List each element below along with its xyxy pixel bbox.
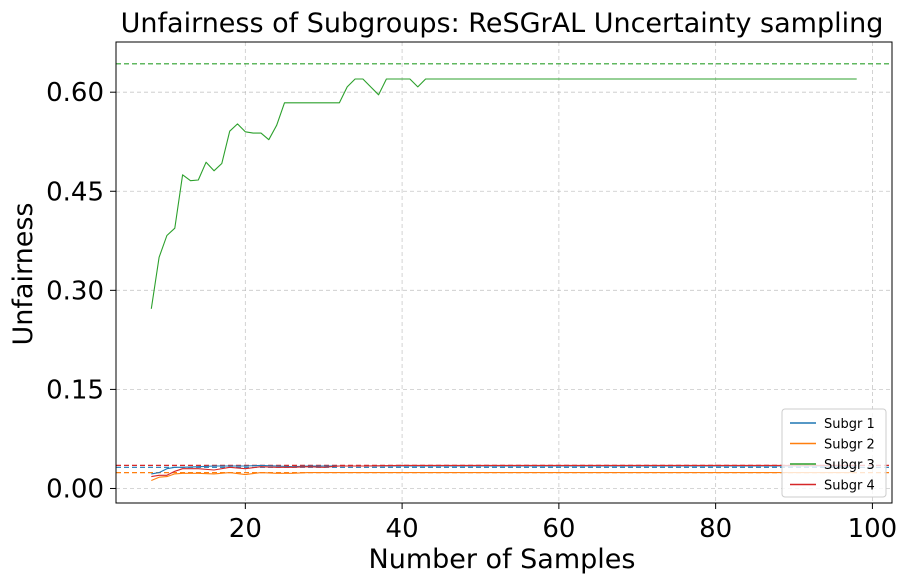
series-line (151, 464, 857, 478)
grid (116, 42, 892, 503)
x-tick-label: 20 (229, 514, 262, 544)
y-tick-label: 0.60 (46, 78, 104, 108)
series-line (151, 464, 857, 475)
x-tick-label: 100 (848, 514, 898, 544)
legend-label: Subgr 3 (824, 458, 875, 473)
chart-title: Unfairness of Subgroups: ReSGrAL Uncerta… (121, 8, 884, 39)
y-tick-label: 0.30 (46, 276, 104, 306)
legend-box (781, 408, 887, 498)
x-axis-label: Number of Samples (369, 544, 636, 575)
y-tick-label: 0.45 (46, 177, 104, 207)
x-tick-label: 80 (699, 514, 732, 544)
y-tick-label: 0.15 (46, 375, 104, 405)
x-tick-label: 60 (542, 514, 575, 544)
y-tick-label: 0.00 (46, 474, 104, 504)
x-tick-label: 40 (386, 514, 419, 544)
legend: Subgr 1 Subgr 2 Subgr 3 Subgr 4 (781, 408, 887, 498)
legend-label: Subgr 2 (824, 438, 875, 453)
y-axis-label: Unfairness (8, 203, 39, 346)
x-axis-ticks: 20 40 60 80 100 (229, 503, 897, 544)
series-lines (150, 78, 857, 482)
legend-label: Subgr 1 (824, 417, 875, 432)
series-line (150, 78, 857, 309)
reference-lines (116, 63, 892, 474)
series-line (151, 472, 857, 482)
y-axis-ticks: 0.00 0.15 0.30 0.45 0.60 (46, 78, 116, 504)
plot-frame (115, 41, 893, 504)
legend-label: Subgr 4 (824, 479, 875, 494)
